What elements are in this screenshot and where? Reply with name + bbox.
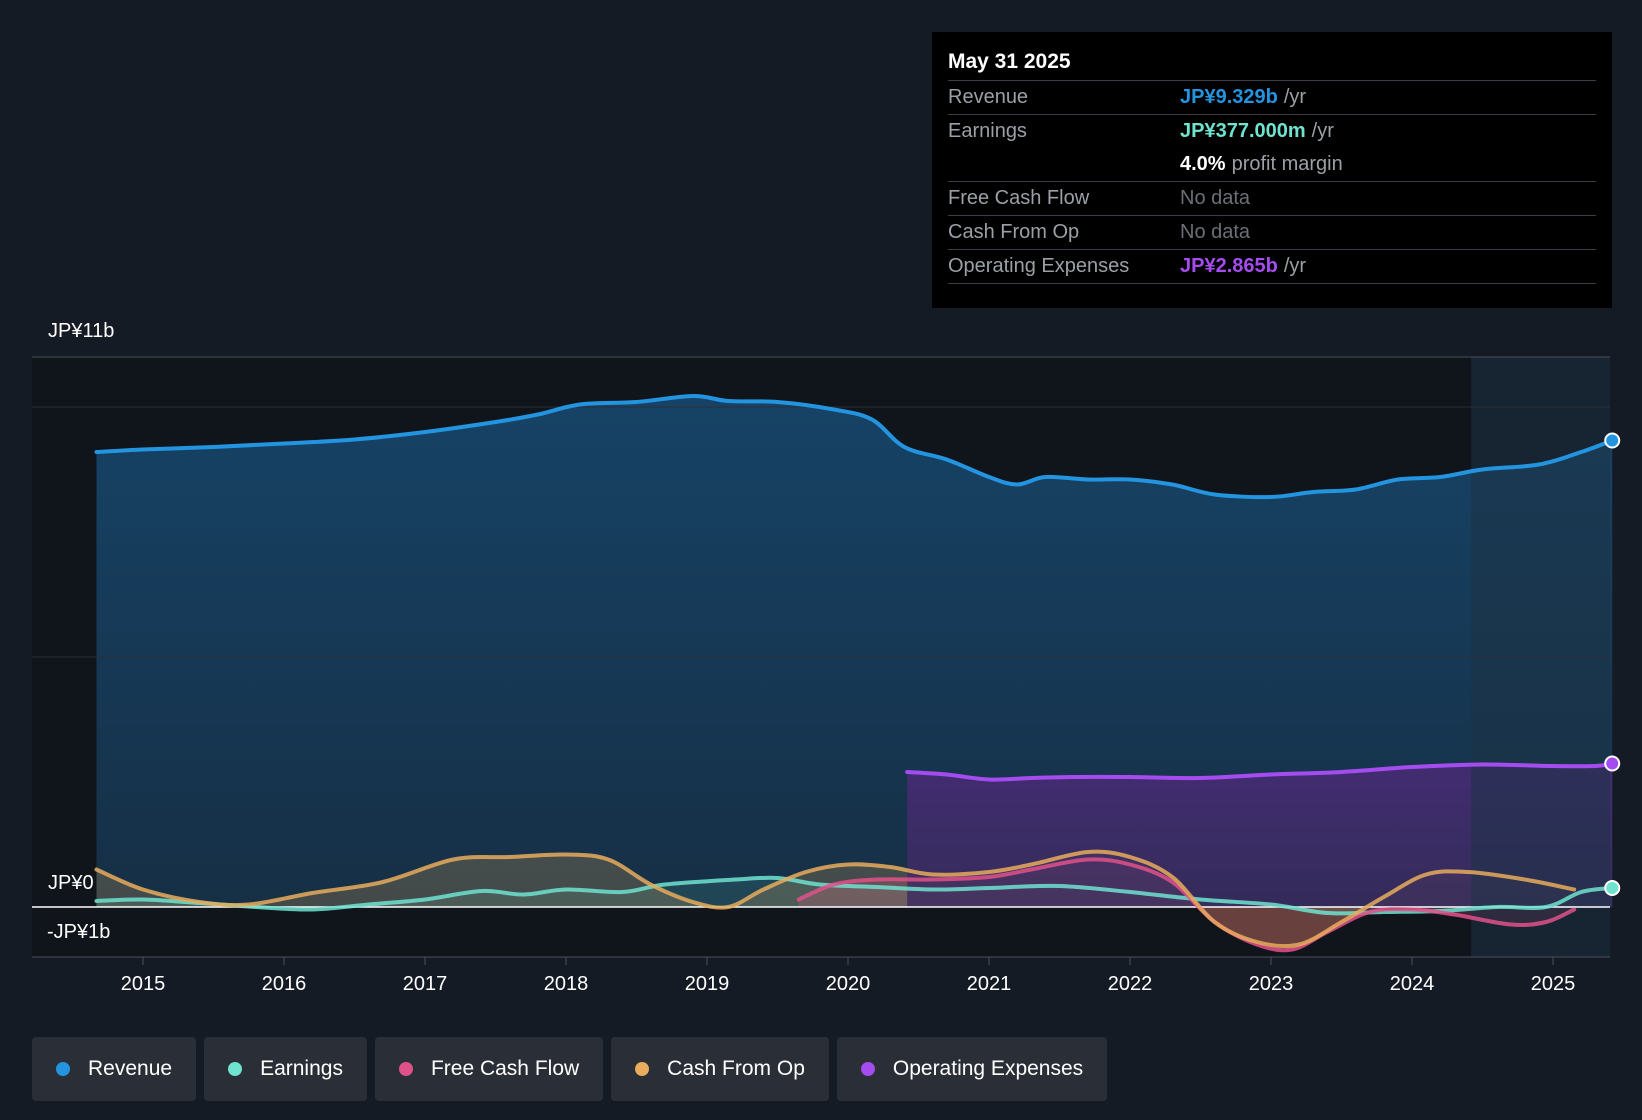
opex-value: JP¥2.865b [1180,255,1278,277]
series-line-revenue [94,393,1615,500]
tooltip-value: JP¥2.865b/yr [1180,250,1306,283]
y-axis-zero-label: JP¥0 [48,872,94,894]
legend-dot-icon [228,1062,243,1076]
x-tick-label: 2020 [826,973,871,995]
series-line-operating-expenses [905,761,1615,782]
legend-label: Free Cash Flow [430,1057,580,1080]
tooltip-value: 4.0% profit margin [1180,148,1343,181]
x-tick-label: 2023 [1249,973,1294,995]
endpoint-marker-operating-expenses [1604,755,1621,772]
fcf-value: No data [1180,187,1251,209]
data-tooltip: May 31 2025 Revenue JP¥9.329b/yr Earning… [932,32,1612,308]
tooltip-row-opex: Operating Expenses JP¥2.865b/yr [948,250,1596,284]
legend-item-cash-from-op[interactable]: Cash From Op [611,1037,829,1101]
x-tick-label: 2018 [544,973,589,995]
tooltip-row-earnings: Earnings JP¥377.000m/yr [948,115,1596,148]
y-axis-top-label: JP¥11b [48,320,115,342]
legend-label: Revenue [88,1057,173,1080]
tooltip-row-margin: 4.0% profit margin [948,148,1596,182]
revenue-unit: /yr [1283,86,1307,108]
x-tick-label: 2016 [262,973,307,995]
tooltip-label: Cash From Op [948,221,1080,243]
x-tick-label: 2022 [1108,973,1153,995]
x-tick-label: 2017 [403,973,448,995]
legend-dot-icon [860,1062,875,1076]
x-tick-label: 2025 [1531,973,1576,995]
x-tick-label: 2024 [1390,973,1435,995]
legend-item-earnings[interactable]: Earnings [204,1037,367,1101]
tooltip-label: Revenue [948,86,1029,108]
tooltip-row-cfo: Cash From Op No data [948,216,1596,250]
y-axis-negative-label: -JP¥1b [47,921,111,943]
profit-margin-unit: profit margin [1231,153,1343,175]
opex-unit: /yr [1283,255,1307,277]
cfo-value: No data [1180,221,1251,243]
endpoint-marker-earnings [1604,880,1621,896]
legend-item-operating-expenses[interactable]: Operating Expenses [836,1037,1108,1101]
legend-label: Cash From Op [667,1057,805,1080]
legend-item-revenue[interactable]: Revenue [32,1037,197,1101]
x-tick-label: 2019 [685,973,730,995]
endpoint-marker-revenue [1604,432,1621,449]
chart-legend: Revenue Earnings Free Cash Flow Cash Fro… [32,1037,1108,1101]
tooltip-label: Operating Expenses [948,255,1130,277]
earnings-unit: /yr [1311,120,1334,142]
tooltip-row-revenue: Revenue JP¥9.329b/yr [948,81,1596,115]
legend-label: Earnings [260,1057,343,1080]
tooltip-label: Free Cash Flow [948,187,1090,209]
x-tick-label: 2021 [967,973,1012,995]
tooltip-value: JP¥9.329b/yr [1180,81,1306,114]
tooltip-label-empty [948,148,1180,181]
revenue-value: JP¥9.329b [1180,86,1278,108]
tooltip-label: Earnings [948,120,1027,142]
series-line-cash-from-op [94,849,1577,949]
tooltip-value: JP¥377.000m/yr [1180,115,1334,148]
area-cash-from-op [96,851,1575,947]
earnings-value: JP¥377.000m [1180,120,1306,142]
tooltip-date: May 31 2025 [948,46,1596,81]
tooltip-row-fcf: Free Cash Flow No data [948,182,1596,216]
legend-dot-icon [398,1062,413,1076]
legend-dot-icon [56,1062,70,1076]
x-tick-label: 2015 [121,973,166,995]
profit-margin-value: 4.0% [1180,153,1226,175]
legend-item-free-cash-flow[interactable]: Free Cash Flow [374,1037,604,1101]
series-line-earnings [94,875,1615,916]
legend-label: Operating Expenses [892,1057,1084,1080]
legend-dot-icon [635,1062,650,1076]
